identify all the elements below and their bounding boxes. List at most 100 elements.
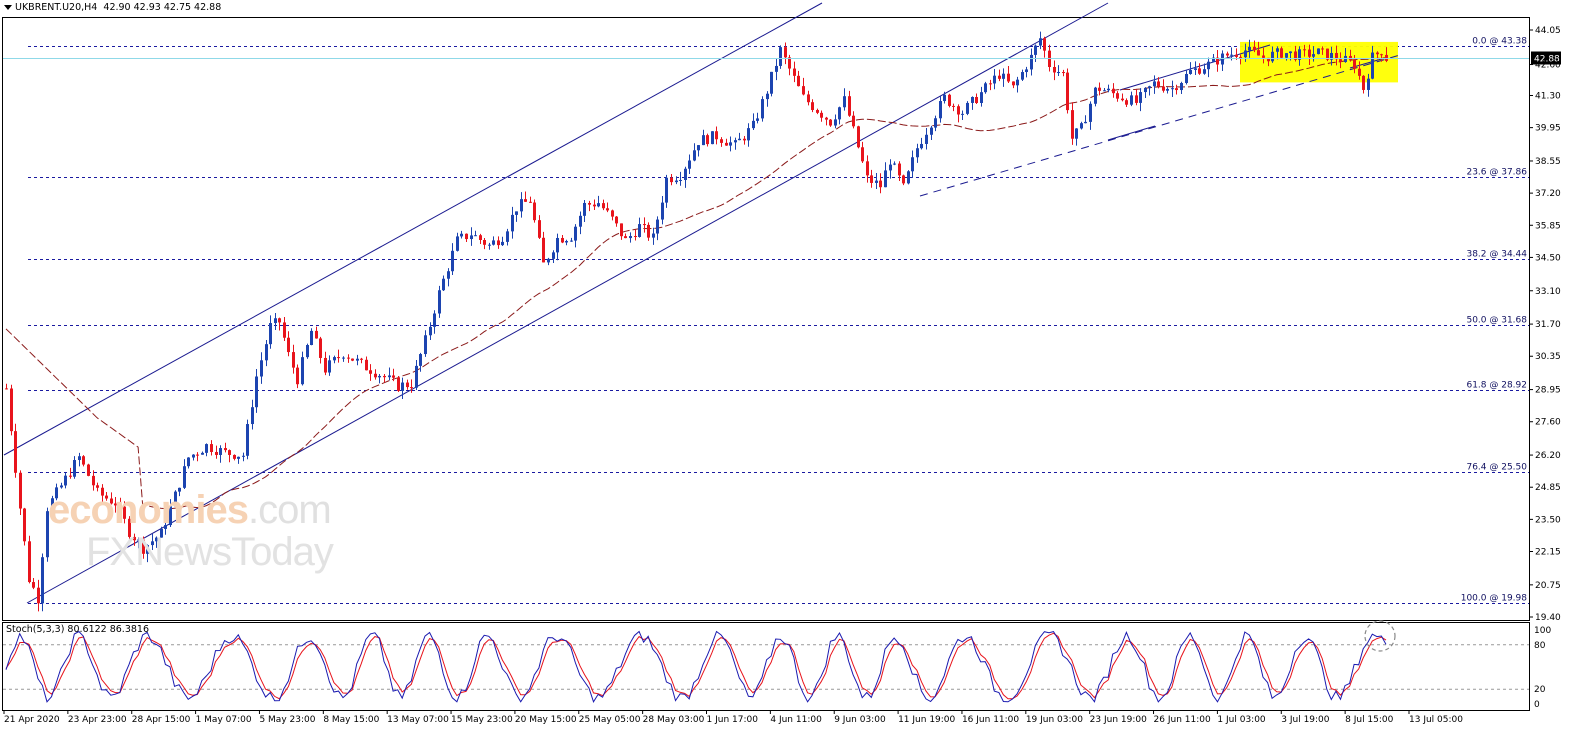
candle-body xyxy=(1030,54,1033,70)
candle-body xyxy=(834,119,837,126)
candle-body xyxy=(1371,52,1374,79)
time-tick-label: 9 Jun 03:00 xyxy=(834,715,886,725)
price-tick-label: 23.50 xyxy=(1535,515,1561,525)
candle-body xyxy=(1339,59,1342,63)
candle-body xyxy=(734,140,737,143)
candle-body xyxy=(242,455,245,457)
candle-body xyxy=(538,220,541,238)
candle-body xyxy=(224,448,227,451)
candle-body xyxy=(916,148,919,158)
price-tick-label: 39.95 xyxy=(1535,124,1561,134)
candle-body xyxy=(260,360,263,377)
candle-body xyxy=(656,219,659,234)
candle-body xyxy=(984,83,987,93)
candle-body xyxy=(693,150,696,161)
price-axis: 44.05 42.60 41.30 39.95 38.55 37.20 35.85 34.50… xyxy=(1529,26,1561,623)
price-tick-label: 26.20 xyxy=(1535,451,1561,461)
candle-body xyxy=(174,491,177,507)
watermark-logo: economies.com xyxy=(48,488,332,532)
candle-body xyxy=(597,203,600,207)
price-tick-label: 24.85 xyxy=(1535,483,1561,493)
candle-body xyxy=(383,375,386,378)
candle-body xyxy=(547,258,550,263)
candle-body xyxy=(679,179,682,181)
candle-body xyxy=(460,233,463,237)
stoch-tick-label: 80 xyxy=(1534,641,1546,651)
candle-body xyxy=(570,240,573,242)
candle-body xyxy=(424,335,427,355)
candle-body xyxy=(879,180,882,188)
candle-body xyxy=(825,117,828,120)
candle-body xyxy=(884,170,887,188)
candle-body xyxy=(32,582,35,588)
time-tick-label: 15 May 23:00 xyxy=(451,715,513,725)
candle-body xyxy=(1007,73,1010,82)
time-tick-label: 13 May 07:00 xyxy=(387,715,449,725)
candle-body xyxy=(725,142,728,146)
candle-body xyxy=(1130,95,1133,105)
candle-body xyxy=(1103,90,1106,92)
candle-body xyxy=(848,96,851,116)
time-tick-label: 28 Apr 15:00 xyxy=(132,715,191,725)
candle-body xyxy=(183,466,186,488)
candle-body xyxy=(1285,53,1288,58)
candle-body xyxy=(342,357,345,359)
candle-body xyxy=(738,138,741,141)
candle-body xyxy=(19,472,22,509)
candle-body xyxy=(934,118,937,128)
symbol-label: UKBRENT.U20,H4 xyxy=(15,2,98,13)
price-tick-label: 19.40 xyxy=(1535,613,1561,623)
candle-body xyxy=(1230,54,1233,56)
candle-body xyxy=(1107,88,1110,91)
candle-body xyxy=(1335,52,1338,60)
candle-body xyxy=(465,233,468,240)
price-tick-label: 42.60 xyxy=(1535,61,1561,71)
candle-body xyxy=(415,365,418,388)
dropdown-arrow-icon[interactable] xyxy=(4,5,12,10)
candle-body xyxy=(606,208,609,211)
candle-body xyxy=(205,444,208,453)
channel-upper xyxy=(3,2,823,456)
time-tick-label: 25 May 05:00 xyxy=(579,715,641,725)
candle-body xyxy=(593,204,596,207)
time-tick-label: 23 Apr 23:00 xyxy=(68,715,127,725)
candle-body xyxy=(638,224,641,237)
current-price-tag xyxy=(1531,51,1561,65)
time-tick-label: 21 Apr 2020 xyxy=(4,715,60,725)
candle-body xyxy=(957,106,960,115)
stochastic-oscillator: 100 80 20 0 xyxy=(3,626,1551,710)
fibonacci-levels: 0.0 @ 43.38 23.6 @ 37.86 38.2 @ 34.44 50.0 … xyxy=(28,37,1529,604)
candle-body xyxy=(1012,81,1015,86)
stoch-main-line xyxy=(5,630,1387,703)
candle-body xyxy=(246,424,249,456)
candles xyxy=(5,31,1388,612)
candle-body xyxy=(1080,123,1083,129)
time-axis: 21 Apr 2020 23 Apr 23:00 28 Apr 15:00 1 May… xyxy=(3,710,1463,725)
candle-body xyxy=(388,375,391,378)
candle-body xyxy=(930,127,933,135)
candle-body xyxy=(1221,53,1224,65)
candle-body xyxy=(333,357,336,361)
time-tick-label: 8 May 15:00 xyxy=(323,715,379,725)
candle-body xyxy=(169,506,172,526)
candle-body xyxy=(889,164,892,171)
candle-body xyxy=(1353,59,1356,69)
candle-body xyxy=(1203,69,1206,74)
candle-body xyxy=(1148,86,1151,89)
moving-average xyxy=(5,57,1387,510)
candle-body xyxy=(1212,57,1215,62)
candle-body xyxy=(766,93,769,100)
candle-body xyxy=(898,163,901,176)
candle-body xyxy=(615,216,618,224)
stoch-tick-label: 0 xyxy=(1534,700,1540,710)
candle-body xyxy=(688,160,691,169)
candle-body xyxy=(975,97,978,104)
price-tick-label: 38.55 xyxy=(1535,157,1561,167)
candle-body xyxy=(611,210,614,217)
candle-body xyxy=(784,47,787,58)
candle-body xyxy=(1267,57,1270,62)
candle-body xyxy=(775,65,778,72)
stoch-signal-line xyxy=(5,632,1387,700)
candle-body xyxy=(301,357,304,385)
